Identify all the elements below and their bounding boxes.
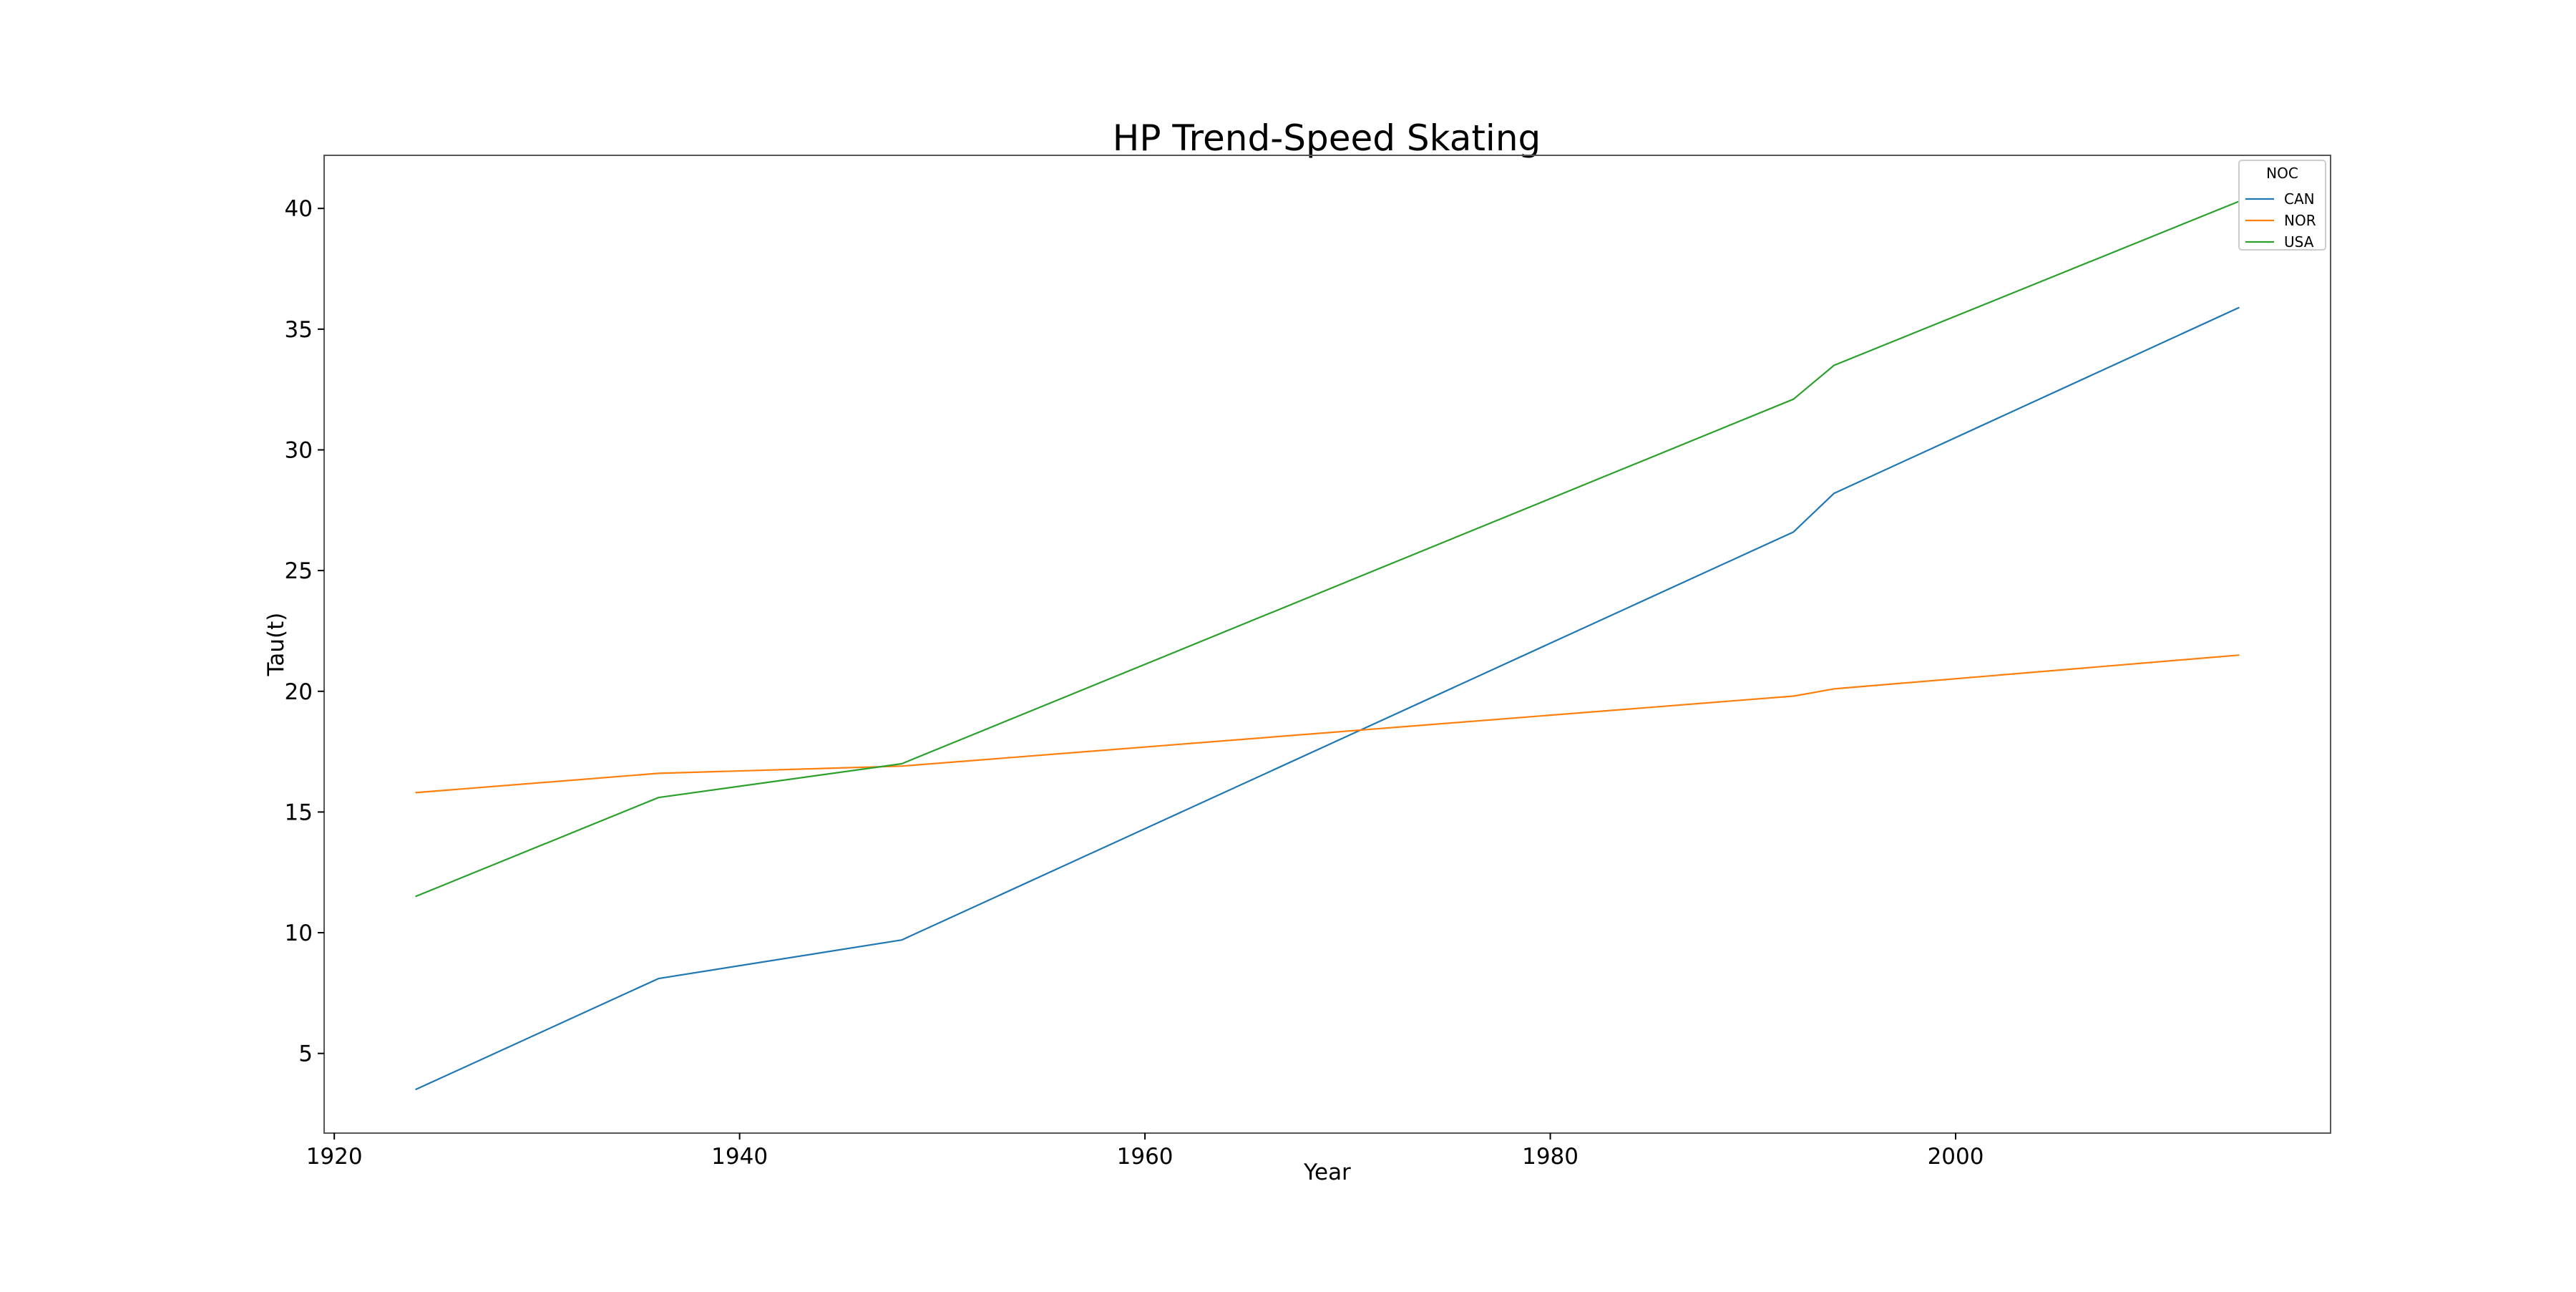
x-tick-label: 2000	[1928, 1144, 1984, 1170]
axes: 1920 1940 1960 1980 2000 5 10 15 20 25 30 35 40	[285, 196, 1984, 1170]
y-tick-label: 25	[285, 558, 313, 584]
series-line-usa	[415, 200, 2240, 898]
x-tick-label: 1920	[306, 1144, 363, 1170]
x-tick-label: 1960	[1117, 1144, 1174, 1170]
axes-frame	[323, 155, 2331, 1134]
y-tick-label: 20	[285, 679, 313, 705]
legend-title: NOC	[2266, 165, 2298, 182]
y-tick-label: 15	[285, 800, 313, 825]
legend-label-nor: NOR	[2284, 212, 2316, 229]
y-tick-label: 5	[298, 1041, 313, 1067]
y-tick-label: 35	[285, 317, 313, 343]
legend-label-can: CAN	[2284, 190, 2315, 208]
x-tick-label: 1980	[1522, 1144, 1579, 1170]
legend-box	[2238, 160, 2326, 251]
legend-label-usa: USA	[2284, 233, 2314, 251]
series-line-nor	[415, 654, 2240, 794]
y-tick-label: 10	[285, 921, 313, 946]
legend: NOC CAN NOR USA	[2238, 160, 2326, 251]
plot-area	[415, 200, 2240, 1091]
series-line-can	[415, 306, 2240, 1091]
x-tick-label: 1940	[711, 1144, 768, 1170]
y-tick-label: 30	[285, 437, 313, 463]
x-axis-label: Year	[1303, 1160, 1351, 1185]
y-axis-label: Tau(t)	[263, 613, 289, 677]
chart-title: HP Trend-Speed Skating	[1113, 117, 1541, 159]
y-tick-label: 40	[285, 196, 313, 222]
